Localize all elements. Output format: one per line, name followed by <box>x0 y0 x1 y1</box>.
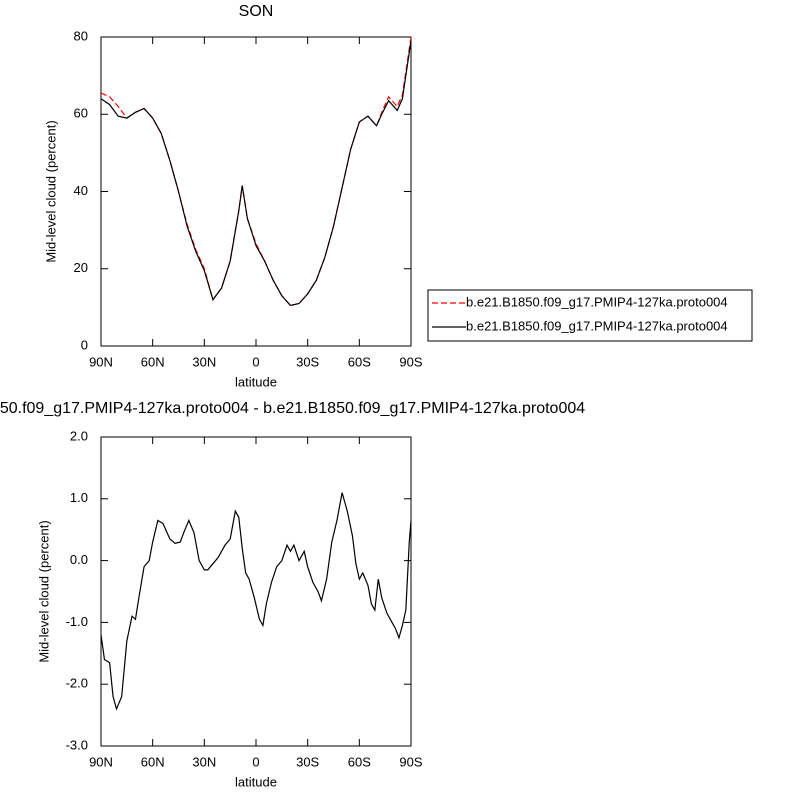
y-tick-label: 2.0 <box>70 428 88 443</box>
x-tick-label: 30N <box>192 754 216 769</box>
chart-title: SON <box>239 3 274 20</box>
legend-label: b.e21.B1850.f09_g17.PMIP4-127ka.proto004 <box>466 294 728 309</box>
chart-title: b.e21.B1850.f09_g17.PMIP4-127ka.proto004… <box>0 400 585 417</box>
data-line <box>100 40 412 307</box>
y-tick-label: 60 <box>74 106 88 121</box>
y-tick-label: 20 <box>74 260 88 275</box>
x-axis-label: latitude <box>235 374 277 389</box>
x-tick-label: 60N <box>141 754 165 769</box>
x-tick-label: 60S <box>348 354 371 369</box>
plot-frame <box>100 36 412 347</box>
plot-frame <box>100 436 412 747</box>
x-tick-label: 0 <box>252 354 259 369</box>
x-tick-label: 90N <box>89 754 113 769</box>
y-tick-label: -1.0 <box>66 614 88 629</box>
legend-box <box>427 289 753 342</box>
y-tick-label: 1.0 <box>70 490 88 505</box>
data-line <box>100 492 412 711</box>
x-axis-label: latitude <box>235 774 277 789</box>
x-tick-label: 30S <box>296 754 319 769</box>
y-tick-label: -2.0 <box>66 676 88 691</box>
x-tick-label: 30S <box>296 354 319 369</box>
legend-label: b.e21.B1850.f09_g17.PMIP4-127ka.proto004 <box>466 318 728 333</box>
y-axis-label: Mid-level cloud (percent) <box>43 120 58 262</box>
y-tick-label: 80 <box>74 28 88 43</box>
y-tick-label: -3.0 <box>66 737 88 752</box>
x-tick-label: 60N <box>141 354 165 369</box>
x-tick-label: 0 <box>252 754 259 769</box>
x-tick-label: 90S <box>399 754 422 769</box>
y-axis-label: Mid-level cloud (percent) <box>36 520 51 662</box>
x-tick-label: 30N <box>192 354 216 369</box>
y-tick-label: 40 <box>74 183 88 198</box>
x-tick-label: 90S <box>399 354 422 369</box>
y-tick-label: 0.0 <box>70 552 88 567</box>
data-line <box>100 36 412 307</box>
x-tick-label: 60S <box>348 754 371 769</box>
y-tick-label: 0 <box>81 337 88 352</box>
x-tick-label: 90N <box>89 354 113 369</box>
